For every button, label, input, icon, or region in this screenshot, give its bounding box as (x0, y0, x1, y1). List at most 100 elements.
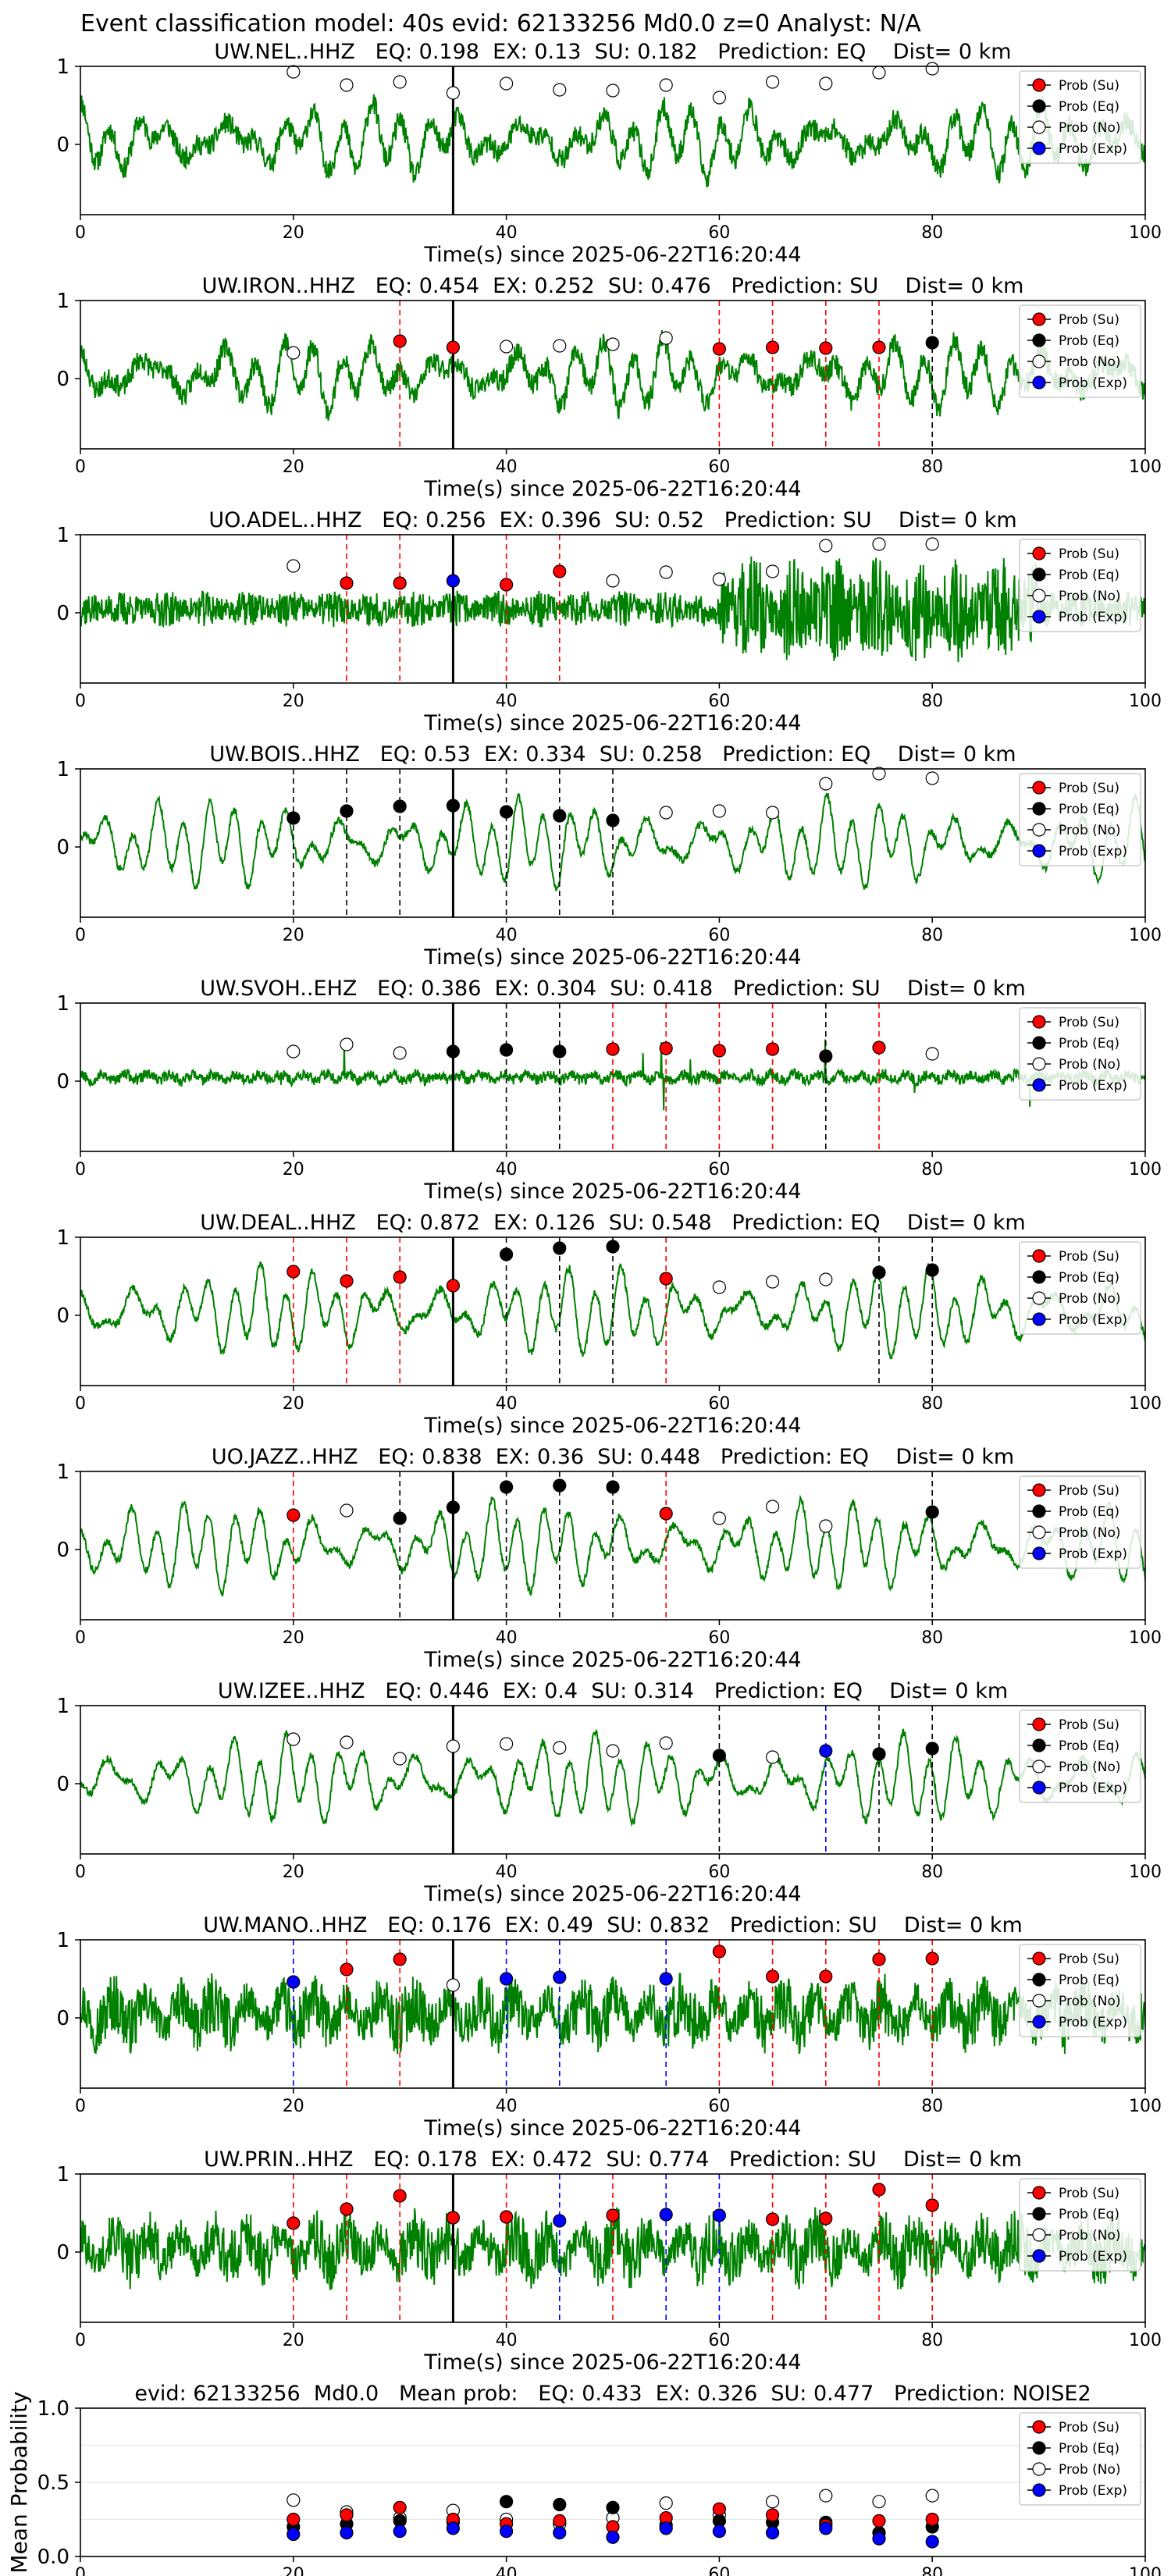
x-tick-label: 0 (75, 1160, 86, 1179)
x-tick-label: 40 (496, 2565, 518, 2576)
legend-label: Prob (No) (1059, 1994, 1121, 2009)
prob-marker (446, 1279, 461, 1293)
prob-marker (765, 806, 780, 820)
panel-title: UW.BOIS..HHZ EQ: 0.53 EX: 0.334 SU: 0.25… (209, 742, 1016, 767)
prob-marker (393, 576, 407, 590)
prob-marker (446, 1978, 461, 1992)
panel-frame (80, 1939, 1146, 2089)
x-tick-label: 80 (921, 1160, 943, 1179)
prob-marker (712, 804, 727, 818)
panel-title: UO.JAZZ..HHZ EQ: 0.838 EX: 0.36 SU: 0.44… (212, 1445, 1014, 1469)
legend-label: Prob (Su) (1059, 781, 1119, 796)
x-axis-label: Time(s) since 2025-06-22T16:20:44 (423, 2350, 801, 2375)
prob-marker (765, 1969, 780, 1984)
prob-marker (925, 1952, 939, 1966)
prob-marker (819, 1744, 833, 1758)
x-tick-label: 40 (496, 2331, 518, 2350)
waveform-panel: UW.NEL..HHZ EQ: 0.198 EX: 0.13 SU: 0.182… (56, 40, 1162, 267)
legend-marker (1032, 2483, 1046, 2497)
x-tick-label: 100 (1129, 2097, 1162, 2116)
legend-label: Prob (Eq) (1059, 1504, 1119, 1520)
legend-label: Prob (Eq) (1059, 2441, 1119, 2457)
legend-marker (1032, 2015, 1046, 2029)
x-tick-label: 80 (921, 2331, 943, 2350)
legend-label: Prob (Eq) (1059, 1738, 1119, 1754)
mean-prob-marker (499, 2495, 514, 2509)
x-tick-label: 40 (496, 457, 518, 477)
figure-title: Event classification model: 40s evid: 62… (80, 10, 921, 37)
prob-marker (287, 346, 301, 360)
prob-marker (393, 1952, 407, 1966)
waveform-panel: UO.ADEL..HHZ EQ: 0.256 EX: 0.396 SU: 0.5… (56, 508, 1162, 735)
waveform-panel: UW.IRON..HHZ EQ: 0.454 EX: 0.252 SU: 0.4… (56, 274, 1162, 501)
prob-marker (765, 1275, 780, 1289)
legend-box (1019, 1710, 1141, 1803)
legend-label: Prob (Su) (1059, 546, 1119, 562)
legend-label: Prob (Exp) (1059, 844, 1127, 859)
y-tick-label: 0 (56, 2241, 69, 2265)
prob-marker (819, 1519, 833, 1533)
waveform-panel: UW.DEAL..HHZ EQ: 0.872 EX: 0.126 SU: 0.5… (56, 1211, 1162, 1438)
legend-marker (1032, 78, 1046, 92)
prob-marker (340, 1735, 354, 1749)
x-tick-label: 100 (1129, 223, 1162, 243)
prob-marker (872, 1265, 886, 1279)
prob-marker (393, 75, 407, 89)
x-tick-label: 20 (283, 2565, 304, 2576)
panel-frame (80, 2173, 1146, 2323)
prob-marker (819, 539, 833, 553)
legend-label: Prob (No) (1059, 2228, 1121, 2243)
legend-marker (1032, 120, 1046, 134)
mean-prob-marker (925, 2512, 939, 2527)
panel-frame (80, 534, 1146, 684)
legend-marker (1032, 1483, 1046, 1497)
waveform-panel: UW.IZEE..HHZ EQ: 0.446 EX: 0.4 SU: 0.314… (56, 1679, 1162, 1906)
legend-label: Prob (No) (1059, 589, 1121, 604)
legend-label: Prob (Eq) (1059, 99, 1119, 115)
legend-label: Prob (No) (1059, 1057, 1121, 1073)
y-tick-label: 1 (56, 1461, 69, 1484)
mean-prob-marker (553, 2526, 567, 2540)
panel-title: UO.ADEL..HHZ EQ: 0.256 EX: 0.396 SU: 0.5… (208, 508, 1016, 532)
legend-marker (1032, 802, 1046, 816)
legend-box (1019, 304, 1141, 398)
prob-marker (446, 574, 461, 588)
legend-label: Prob (No) (1059, 354, 1121, 370)
waveform-trace (80, 329, 1145, 421)
legend-label: Prob (Exp) (1059, 141, 1127, 157)
x-tick-label: 80 (921, 692, 943, 711)
prob-marker (659, 1272, 673, 1286)
prob-marker (499, 805, 514, 819)
prob-marker (606, 1480, 620, 1494)
prob-marker (659, 1972, 673, 1986)
prob-marker (553, 1241, 567, 1255)
x-tick-label: 60 (708, 2331, 730, 2350)
x-tick-label: 80 (921, 2097, 943, 2116)
legend-marker (1032, 354, 1046, 368)
prob-marker (553, 1044, 567, 1059)
prob-marker (499, 578, 514, 592)
waveform-trace (80, 1728, 1145, 1827)
legend-label: Prob (Exp) (1059, 2249, 1127, 2265)
legend-label: Prob (Su) (1059, 2186, 1119, 2201)
x-tick-label: 60 (708, 692, 730, 711)
legend-marker (1032, 1994, 1046, 2008)
x-tick-label: 0 (75, 2097, 86, 2116)
legend-marker (1032, 2420, 1046, 2434)
prob-marker (287, 1265, 301, 1279)
x-axis-label: Time(s) since 2025-06-22T16:20:44 (423, 243, 801, 267)
prob-marker (712, 91, 727, 105)
prob-marker (499, 2210, 514, 2224)
mean-prob-marker (287, 2512, 301, 2527)
prob-marker (765, 1750, 780, 1764)
prob-marker (553, 1478, 567, 1493)
prob-marker (340, 1037, 354, 1051)
mean-prob-marker (765, 2495, 780, 2509)
legend-label: Prob (Su) (1059, 78, 1119, 94)
panel-title: UW.NEL..HHZ EQ: 0.198 EX: 0.13 SU: 0.182… (214, 40, 1011, 64)
prob-marker (659, 1041, 673, 1055)
prob-marker (659, 78, 673, 92)
legend-label: Prob (Eq) (1059, 1270, 1119, 1286)
prob-marker (340, 1503, 354, 1517)
prob-marker (712, 2208, 727, 2222)
